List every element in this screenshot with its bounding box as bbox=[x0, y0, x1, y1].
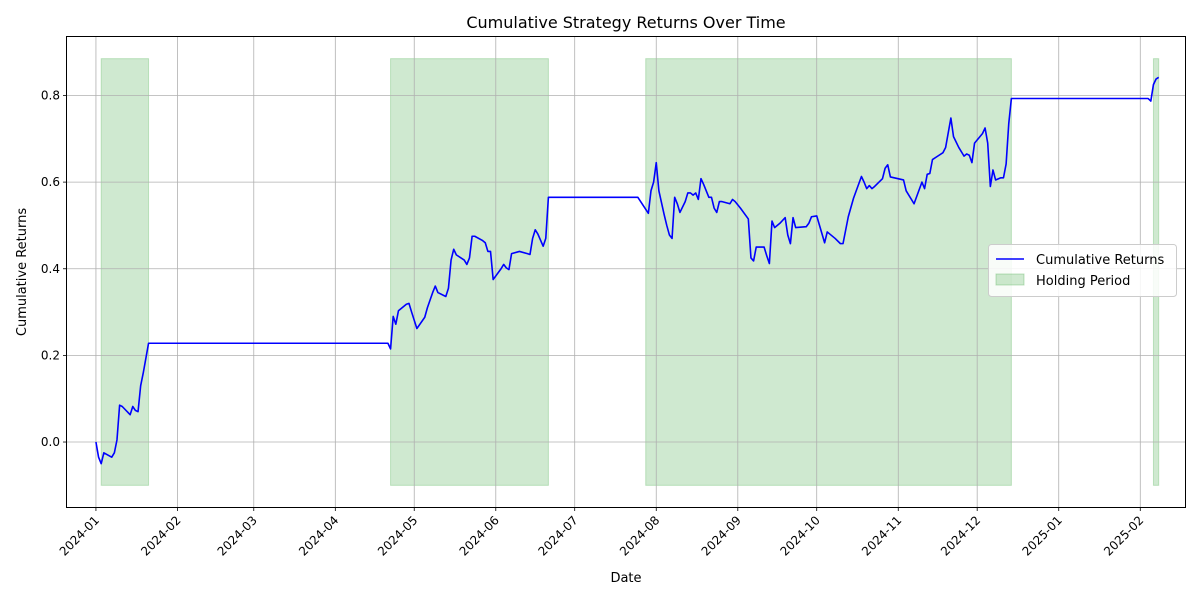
chart-title: Cumulative Strategy Returns Over Time bbox=[466, 13, 785, 32]
y-tick-label: 0.0 bbox=[41, 435, 60, 449]
holding-period-band bbox=[390, 58, 549, 486]
y-axis-label: Cumulative Returns bbox=[15, 208, 30, 336]
legend-label-holding-period: Holding Period bbox=[1036, 274, 1130, 289]
holding-period-band bbox=[100, 58, 150, 486]
y-tick-label: 0.4 bbox=[41, 262, 60, 276]
x-axis-label: Date bbox=[610, 571, 641, 586]
legend-swatch-holding-period bbox=[995, 273, 1025, 286]
y-tick-label: 0.2 bbox=[41, 348, 60, 362]
holding-period-shading bbox=[100, 58, 1160, 486]
cumulative-returns-line bbox=[95, 76, 1160, 465]
legend: Cumulative Returns Holding Period bbox=[988, 244, 1177, 297]
cumulative-returns-series bbox=[95, 76, 1160, 465]
grid bbox=[67, 37, 1185, 507]
plot-frame bbox=[66, 36, 1186, 508]
holding-period-band bbox=[645, 58, 1012, 486]
legend-box bbox=[988, 244, 1177, 297]
y-tick-label: 0.8 bbox=[41, 88, 60, 102]
y-tick-label: 0.6 bbox=[41, 175, 60, 189]
y-axis-ticks: 0.0 0.2 0.4 0.6 0.8 bbox=[41, 88, 67, 449]
legend-label-cumulative-returns: Cumulative Returns bbox=[1036, 253, 1164, 268]
